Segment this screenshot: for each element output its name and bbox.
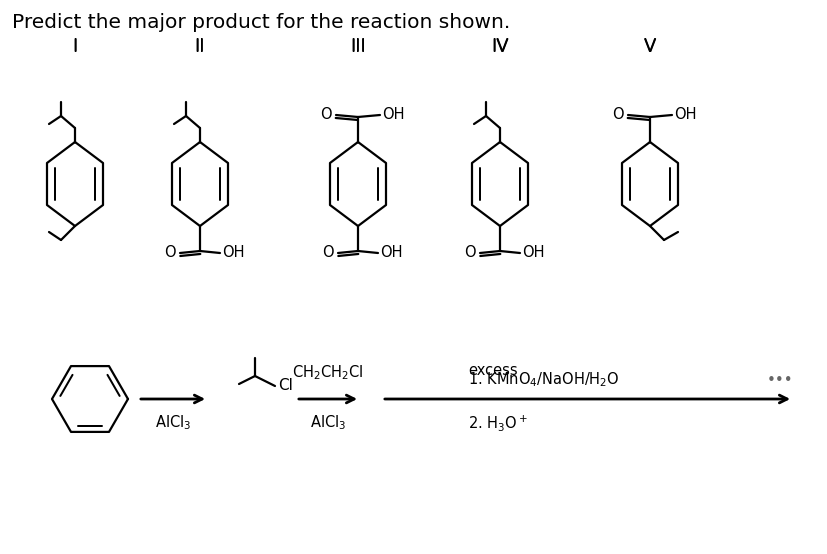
Text: AlCl$_3$: AlCl$_3$ [309, 413, 346, 432]
Text: III: III [350, 38, 366, 56]
Text: O: O [612, 107, 624, 122]
Text: OH: OH [521, 245, 544, 260]
Text: II: II [194, 37, 205, 55]
Text: OH: OH [673, 107, 696, 122]
Text: OH: OH [380, 245, 402, 260]
Text: II: II [194, 38, 205, 56]
Text: CH$_2$CH$_2$Cl: CH$_2$CH$_2$Cl [292, 363, 363, 382]
Text: III: III [350, 37, 366, 55]
Text: 1. KMnO$_4$/NaOH/H$_2$O: 1. KMnO$_4$/NaOH/H$_2$O [467, 370, 619, 389]
Text: O: O [165, 245, 176, 260]
Text: IV: IV [490, 38, 509, 56]
Text: V: V [643, 37, 655, 55]
Text: AlCl$_3$: AlCl$_3$ [155, 413, 191, 432]
Text: Predict the major product for the reaction shown.: Predict the major product for the reacti… [12, 13, 509, 32]
Text: V: V [643, 38, 655, 56]
Text: 2. H$_3$O$^+$: 2. H$_3$O$^+$ [467, 413, 528, 433]
Text: O: O [322, 245, 333, 260]
Text: IV: IV [490, 37, 509, 55]
Text: excess: excess [467, 363, 517, 378]
Text: •••: ••• [766, 373, 792, 388]
Text: O: O [320, 107, 332, 122]
Text: Cl: Cl [278, 378, 293, 393]
Text: O: O [464, 245, 476, 260]
Text: OH: OH [381, 107, 404, 122]
Text: I: I [72, 37, 78, 55]
Text: OH: OH [222, 245, 244, 260]
Text: I: I [72, 38, 78, 56]
